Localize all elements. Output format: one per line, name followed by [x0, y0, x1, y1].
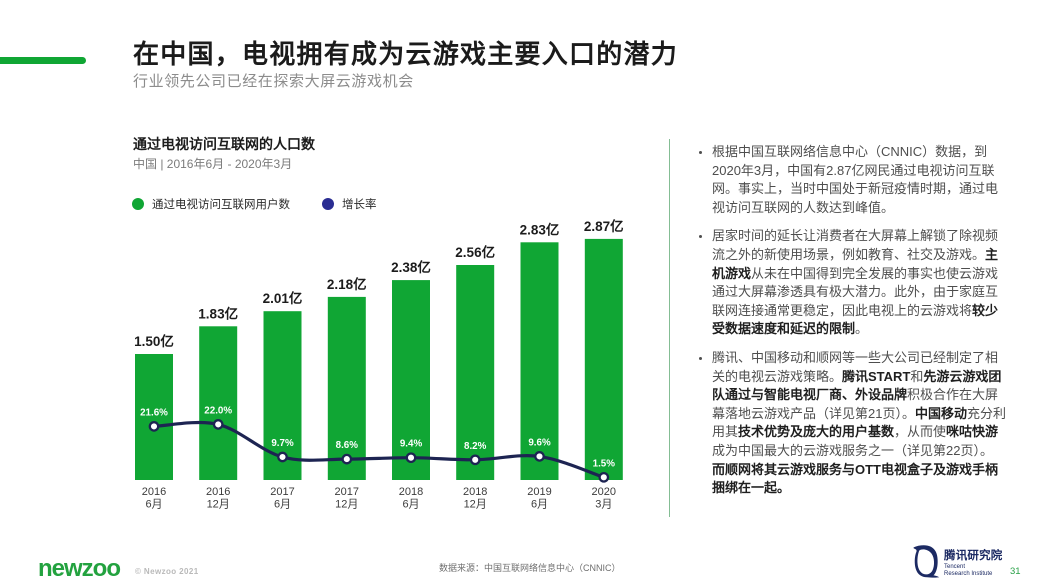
svg-text:6月: 6月 — [274, 499, 291, 511]
svg-text:2.87亿: 2.87亿 — [584, 218, 624, 234]
svg-text:21.6%: 21.6% — [140, 407, 168, 418]
svg-text:22.0%: 22.0% — [204, 405, 232, 416]
svg-text:8.6%: 8.6% — [336, 440, 359, 451]
svg-text:1.5%: 1.5% — [593, 458, 616, 469]
svg-text:2.01亿: 2.01亿 — [263, 290, 303, 306]
svg-text:6月: 6月 — [531, 499, 548, 511]
svg-text:2.56亿: 2.56亿 — [455, 244, 495, 260]
svg-text:8.2%: 8.2% — [464, 441, 487, 452]
svg-text:2020: 2020 — [592, 486, 616, 498]
svg-text:9.4%: 9.4% — [400, 439, 423, 450]
svg-text:2.18亿: 2.18亿 — [327, 276, 367, 292]
svg-text:12月: 12月 — [464, 499, 487, 511]
svg-text:2018: 2018 — [399, 486, 423, 498]
svg-text:2.38亿: 2.38亿 — [391, 259, 431, 275]
svg-text:6月: 6月 — [145, 499, 162, 511]
svg-text:3月: 3月 — [595, 499, 612, 511]
svg-text:6月: 6月 — [402, 499, 419, 511]
svg-text:1.83亿: 1.83亿 — [198, 305, 238, 321]
svg-text:2017: 2017 — [335, 486, 359, 498]
svg-text:2016: 2016 — [206, 486, 230, 498]
svg-text:9.6%: 9.6% — [528, 437, 551, 448]
svg-text:2017: 2017 — [270, 486, 294, 498]
svg-text:2016: 2016 — [142, 486, 166, 498]
svg-text:12月: 12月 — [207, 499, 230, 511]
svg-text:2019: 2019 — [527, 486, 551, 498]
svg-text:2.83亿: 2.83亿 — [520, 221, 560, 237]
svg-text:1.50亿: 1.50亿 — [134, 333, 174, 349]
svg-text:9.7%: 9.7% — [271, 438, 294, 449]
svg-text:12月: 12月 — [335, 499, 358, 511]
svg-text:2018: 2018 — [463, 486, 487, 498]
